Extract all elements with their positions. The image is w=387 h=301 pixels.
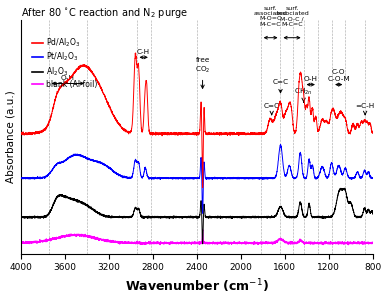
Text: C-O
C-O-M: C-O C-O-M <box>327 70 350 82</box>
Text: After 80 $^{\circ}$C reaction and N$_2$ purge: After 80 $^{\circ}$C reaction and N$_2$ … <box>21 6 188 20</box>
X-axis label: Wavenumber (cm$^{-1}$): Wavenumber (cm$^{-1}$) <box>125 278 269 296</box>
Text: C=O: C=O <box>263 103 280 115</box>
Text: C=C: C=C <box>272 79 289 93</box>
Legend: Pd/Al$_2$O$_3$, Pt/Al$_2$O$_3$, Al$_2$O$_3$, blank (Al foil): Pd/Al$_2$O$_3$, Pt/Al$_2$O$_3$, Al$_2$O$… <box>29 33 101 92</box>
Text: surf.
associated
M-O-C /
M-C=C: surf. associated M-O-C / M-C=C <box>275 6 309 27</box>
Text: CH$_{2n}$: CH$_{2n}$ <box>294 86 313 102</box>
Text: O-H: O-H <box>61 75 75 81</box>
Text: C-H: C-H <box>137 49 150 55</box>
Text: =C-H: =C-H <box>356 103 375 115</box>
Text: surf.
associated
M-O=C
M-C=C: surf. associated M-O=C M-C=C <box>254 6 288 27</box>
Text: free
CO$_2$: free CO$_2$ <box>195 57 210 88</box>
Text: O-H: O-H <box>304 76 318 82</box>
Y-axis label: Absorbance (a.u.): Absorbance (a.u.) <box>5 91 15 183</box>
